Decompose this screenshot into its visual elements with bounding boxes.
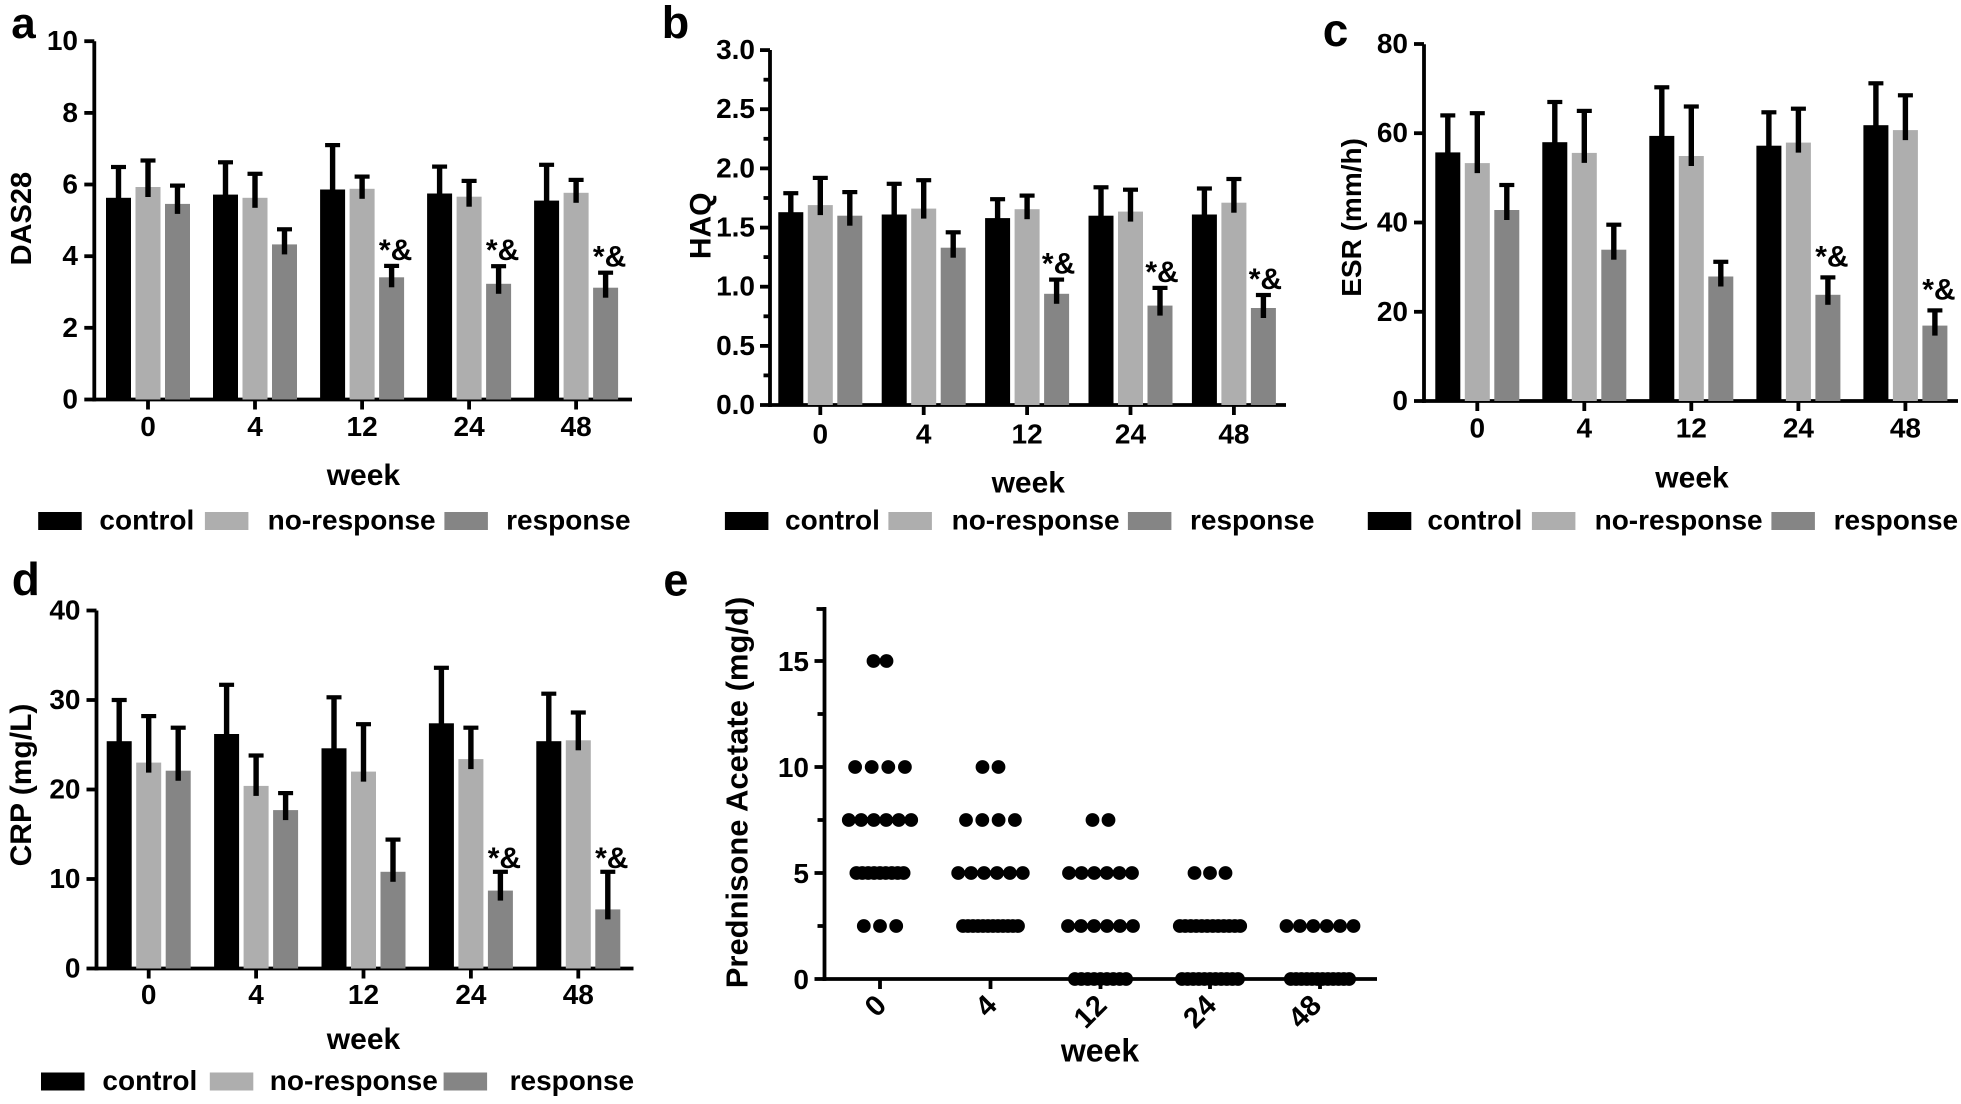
- svg-text:20: 20: [1377, 296, 1408, 327]
- svg-text:DAS28: DAS28: [6, 172, 38, 266]
- svg-text:*&: *&: [593, 241, 626, 274]
- svg-text:week: week: [326, 459, 401, 492]
- svg-text:0: 0: [1392, 385, 1408, 416]
- svg-text:10: 10: [778, 752, 809, 783]
- svg-text:response: response: [1190, 505, 1315, 536]
- svg-text:24: 24: [1783, 413, 1815, 444]
- svg-text:15: 15: [778, 646, 809, 677]
- svg-text:week: week: [1654, 462, 1729, 495]
- svg-text:control: control: [1427, 505, 1522, 536]
- svg-text:4: 4: [247, 411, 263, 442]
- svg-text:2: 2: [62, 312, 78, 343]
- svg-text:*&: *&: [488, 842, 521, 875]
- svg-text:3.0: 3.0: [716, 34, 755, 65]
- svg-text:48: 48: [1890, 413, 1921, 444]
- svg-text:20: 20: [49, 774, 80, 805]
- svg-text:control: control: [99, 505, 194, 536]
- svg-text:12: 12: [1676, 413, 1707, 444]
- svg-text:30: 30: [49, 684, 80, 715]
- svg-text:no-response: no-response: [1595, 505, 1763, 536]
- svg-text:80: 80: [1377, 28, 1408, 59]
- svg-text:1.5: 1.5: [716, 212, 755, 243]
- svg-text:ESR (mm/h): ESR (mm/h): [1336, 138, 1367, 297]
- svg-text:12: 12: [347, 411, 378, 442]
- svg-text:0: 0: [141, 979, 157, 1010]
- svg-text:48: 48: [563, 979, 594, 1010]
- svg-text:0: 0: [793, 964, 809, 995]
- svg-text:0.5: 0.5: [716, 330, 755, 361]
- svg-text:1.0: 1.0: [716, 271, 755, 302]
- svg-text:e: e: [663, 555, 688, 606]
- svg-text:*&: *&: [379, 234, 412, 267]
- svg-text:response: response: [510, 1065, 634, 1096]
- svg-text:0: 0: [140, 411, 156, 442]
- svg-text:5: 5: [793, 858, 809, 889]
- svg-text:no-response: no-response: [952, 505, 1120, 536]
- svg-text:40: 40: [49, 595, 80, 626]
- svg-text:response: response: [1834, 505, 1959, 536]
- svg-text:10: 10: [49, 863, 80, 894]
- svg-text:24: 24: [454, 411, 486, 442]
- svg-text:*&: *&: [1145, 256, 1178, 289]
- svg-text:*&: *&: [1922, 273, 1955, 306]
- svg-text:4: 4: [916, 419, 932, 450]
- svg-text:0: 0: [813, 419, 829, 450]
- svg-text:24: 24: [455, 979, 487, 1010]
- svg-text:60: 60: [1377, 117, 1408, 148]
- svg-text:0.0: 0.0: [716, 389, 755, 420]
- svg-text:12: 12: [1012, 419, 1043, 450]
- svg-text:*&: *&: [595, 842, 628, 875]
- svg-text:12: 12: [348, 979, 379, 1010]
- svg-text:40: 40: [1377, 207, 1408, 238]
- svg-text:c: c: [1323, 4, 1349, 56]
- svg-text:a: a: [11, 0, 36, 48]
- svg-text:8: 8: [62, 97, 78, 128]
- svg-text:no-response: no-response: [268, 505, 436, 536]
- svg-text:2.0: 2.0: [716, 152, 755, 183]
- svg-text:4: 4: [62, 240, 78, 271]
- svg-text:48: 48: [561, 411, 592, 442]
- svg-text:response: response: [506, 505, 630, 536]
- svg-text:10: 10: [47, 25, 78, 56]
- svg-text:week: week: [991, 467, 1066, 500]
- svg-text:2.5: 2.5: [716, 93, 755, 124]
- svg-text:Prednisone Acetate (mg/d): Prednisone Acetate (mg/d): [720, 597, 755, 989]
- svg-text:HAQ: HAQ: [685, 192, 718, 259]
- svg-text:6: 6: [62, 169, 78, 200]
- svg-text:*&: *&: [486, 234, 519, 267]
- svg-text:4: 4: [248, 979, 264, 1010]
- svg-text:b: b: [662, 0, 690, 48]
- svg-text:d: d: [12, 553, 40, 605]
- svg-text:no-response: no-response: [270, 1065, 438, 1096]
- svg-text:*&: *&: [1042, 248, 1075, 281]
- svg-text:week: week: [1060, 1033, 1139, 1069]
- svg-text:week: week: [326, 1023, 401, 1056]
- svg-text:0: 0: [62, 384, 78, 415]
- svg-text:*&: *&: [1249, 263, 1282, 296]
- svg-text:24: 24: [1115, 419, 1147, 450]
- svg-text:CRP (mg/L): CRP (mg/L): [5, 704, 38, 867]
- svg-text:control: control: [102, 1065, 197, 1096]
- svg-text:*&: *&: [1815, 240, 1848, 273]
- svg-text:0: 0: [65, 953, 81, 984]
- svg-text:4: 4: [1577, 413, 1593, 444]
- svg-text:control: control: [785, 505, 880, 536]
- svg-text:48: 48: [1218, 419, 1249, 450]
- svg-text:0: 0: [1470, 413, 1486, 444]
